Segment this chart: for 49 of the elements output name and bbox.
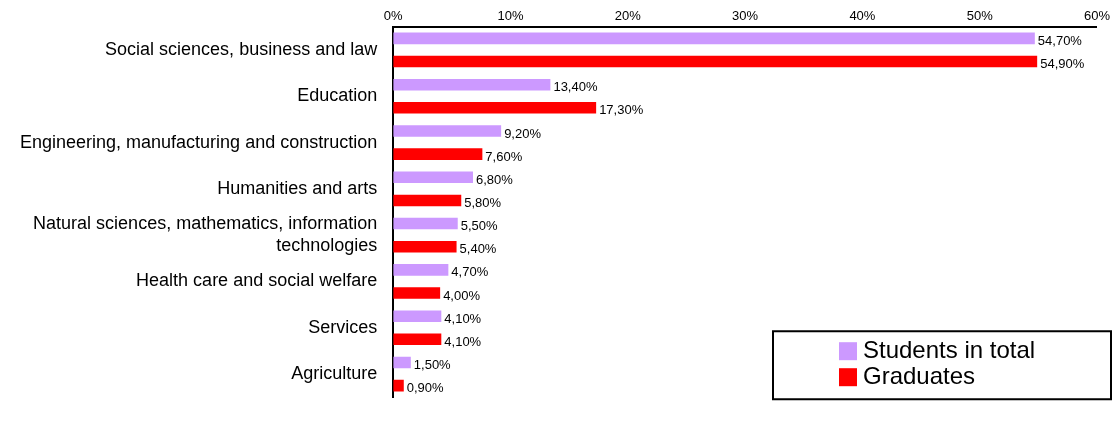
- x-tick-label: 20%: [614, 7, 642, 23]
- bar: [393, 310, 442, 322]
- data-label: 54,90%: [1040, 56, 1085, 72]
- y-tick-label: Agriculture: [291, 363, 378, 384]
- data-label: 13,40%: [553, 79, 598, 95]
- y-tick-label: Humanities and arts: [217, 177, 378, 198]
- bar: [393, 32, 1035, 45]
- bar: [393, 379, 404, 392]
- data-label: 54,70%: [1037, 32, 1083, 48]
- bar: [393, 264, 449, 276]
- data-label: 4,00%: [443, 287, 481, 303]
- y-tick-label: Social sciences, business and law: [105, 38, 379, 59]
- y-tick-label: Health care and social welfare: [136, 270, 378, 291]
- bar: [393, 194, 462, 207]
- bar: [393, 148, 483, 160]
- legend-label: Students in total: [863, 335, 1036, 363]
- legend-label: Graduates: [863, 361, 976, 389]
- x-tick-label: 30%: [732, 7, 759, 23]
- bar: [393, 125, 502, 137]
- data-label: 5,50%: [460, 218, 499, 234]
- y-tick-label: Natural sciences, mathematics, information technologies: [33, 213, 378, 255]
- data-label: 1,50%: [413, 357, 452, 373]
- bar: [393, 78, 551, 91]
- data-label: 5,80%: [464, 195, 502, 210]
- x-tick-label: 10%: [497, 7, 524, 23]
- data-label: 4,10%: [444, 310, 482, 326]
- bar: [393, 102, 597, 114]
- bar: [393, 333, 442, 346]
- x-tick-label: 0%: [383, 7, 404, 23]
- y-tick-label: Education: [297, 85, 378, 106]
- x-tick-label: 40%: [849, 7, 876, 23]
- bar: [393, 287, 441, 299]
- bar: [393, 217, 458, 230]
- bar: [393, 171, 473, 184]
- x-tick-label: 60%: [1083, 7, 1111, 23]
- data-label: 4,70%: [451, 264, 489, 280]
- data-label: 5,40%: [459, 241, 497, 257]
- x-tick-label: 50%: [966, 7, 994, 23]
- bar: [393, 240, 457, 253]
- data-label: 4,10%: [444, 333, 482, 349]
- y-tick-label: Engineering, manufacturing and construction: [19, 131, 378, 152]
- bar: [393, 356, 411, 369]
- y-tick-label: Services: [308, 316, 378, 337]
- data-label: 6,80%: [475, 171, 514, 187]
- bar: [393, 55, 1038, 68]
- data-label: 9,20%: [504, 125, 542, 141]
- data-label: 17,30%: [599, 102, 644, 118]
- data-label: 7,60%: [485, 148, 523, 164]
- data-label: 0,90%: [406, 380, 445, 396]
